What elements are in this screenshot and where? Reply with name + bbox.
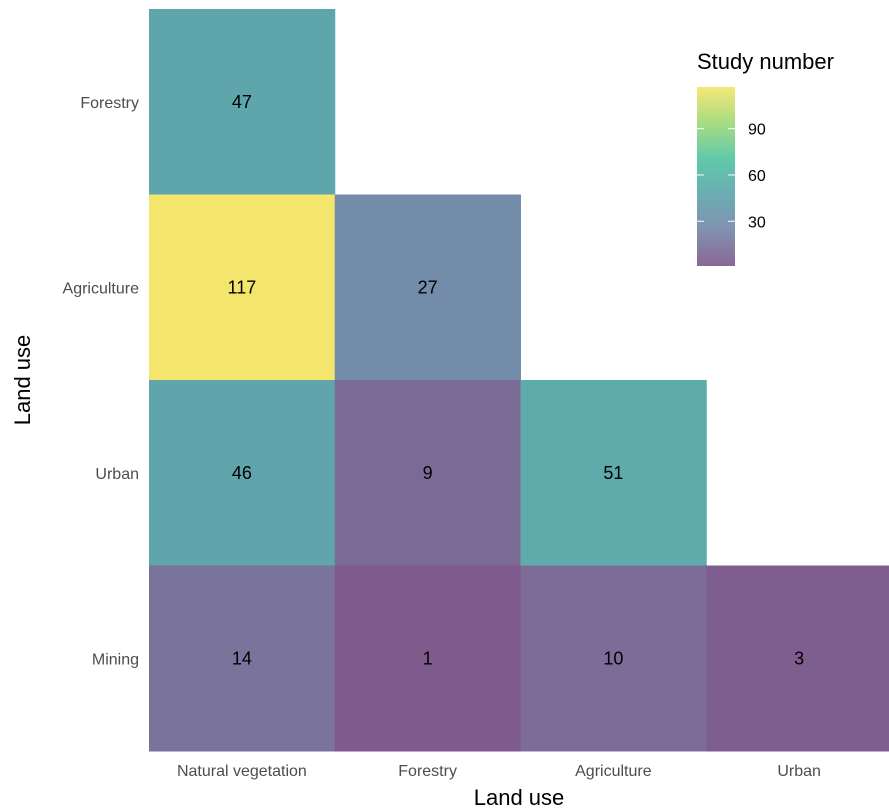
heatmap-cell-natural-vegetation-urban — [149, 380, 336, 566]
heatmap-cell-natural-vegetation-mining — [149, 565, 336, 752]
legend-ticks: 30 60 90 — [697, 122, 766, 231]
heatmap-cell-forestry-agriculture — [334, 194, 521, 381]
heatmap-cell-forestry-mining — [334, 565, 521, 752]
cell-value-label: 51 — [603, 463, 623, 483]
y-tick-label: Mining — [92, 651, 139, 668]
legend-title: Study number — [697, 49, 834, 74]
heatmap-cell-natural-vegetation-agriculture — [149, 194, 336, 381]
cell-value-label: 3 — [794, 648, 804, 668]
y-tick-label: Urban — [95, 466, 139, 483]
x-axis-ticks: Natural vegetation Forestry Agriculture Urb… — [177, 763, 821, 780]
x-tick-label: Urban — [777, 763, 821, 780]
legend: Study number 30 60 90 — [697, 49, 834, 266]
legend-tick-label: 90 — [748, 122, 766, 139]
cell-value-label: 27 — [418, 277, 438, 297]
heatmap-cell-urban-mining — [706, 565, 889, 752]
y-tick-label: Agriculture — [63, 280, 140, 297]
x-tick-label: Forestry — [398, 763, 457, 780]
heatmap-cells: 47 117 27 46 9 51 14 1 10 3 — [149, 9, 889, 752]
legend-tick-label: 60 — [748, 168, 766, 185]
heatmap-cell-agriculture-mining — [520, 565, 707, 752]
cell-value-label: 46 — [232, 463, 252, 483]
cell-value-label: 14 — [232, 648, 252, 668]
y-axis-title: Land use — [10, 335, 35, 426]
cell-value-label: 9 — [423, 463, 433, 483]
cell-value-label: 47 — [232, 92, 252, 112]
cell-value-label: 10 — [603, 648, 623, 668]
heatmap-cell-agriculture-urban — [520, 380, 707, 566]
heatmap-cell-natural-vegetation-forestry — [149, 9, 336, 195]
heatmap-cell-forestry-urban — [334, 380, 521, 566]
x-tick-label: Natural vegetation — [177, 763, 307, 780]
x-tick-label: Agriculture — [575, 763, 652, 780]
y-axis-ticks: Forestry Agriculture Urban Mining — [63, 95, 140, 669]
legend-colorbar — [697, 87, 735, 266]
cell-value-label: 117 — [228, 277, 257, 297]
legend-tick-label: 30 — [748, 214, 766, 231]
y-tick-label: Forestry — [80, 95, 139, 112]
x-axis-title: Land use — [474, 785, 565, 810]
cell-value-label: 1 — [423, 648, 433, 668]
